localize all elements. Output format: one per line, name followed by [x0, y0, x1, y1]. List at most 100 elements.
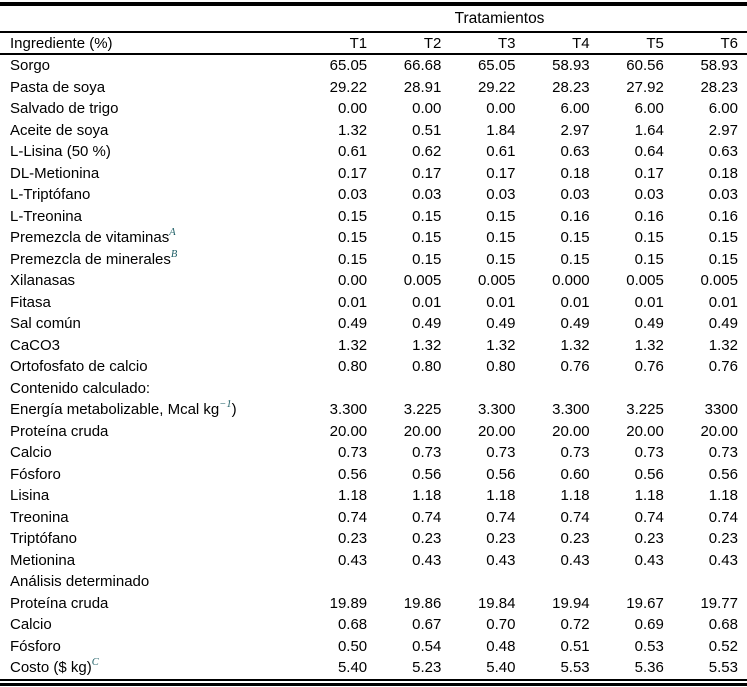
table-title-row: Tratamientos — [0, 6, 747, 31]
value-cell: 19.86 — [403, 594, 442, 612]
treatment-header-t4: T4 — [572, 34, 590, 52]
value-cell: 0.80 — [486, 358, 516, 375]
value-cell: 0.15 — [560, 250, 590, 268]
row-label-text: Xilanasas — [10, 272, 76, 289]
value-cell: 1.84 — [486, 121, 516, 139]
value-cell: 0.00 — [337, 100, 368, 117]
row-label-text: L-Triptófano — [10, 186, 91, 203]
value-cell: 5.40 — [486, 659, 516, 676]
row-label: Fitasa — [0, 292, 302, 314]
value-cell: 0.17 — [486, 164, 516, 182]
value-cell: 0.52 — [708, 637, 738, 655]
value-cell: 6.00 — [634, 100, 664, 117]
value-cell: 0.43 — [708, 551, 738, 569]
row-label: Premezcla de mineralesB — [0, 249, 302, 271]
value-cell: 0.15 — [486, 229, 516, 246]
row-label-superscript: C — [91, 657, 99, 668]
value-cell: 0.03 — [560, 186, 590, 203]
value-cell: 6.00 — [560, 100, 590, 117]
ingredient-column-header: Ingrediente (%) — [10, 34, 113, 52]
table-row: Sorgo 65.05 66.68 65.05 58.93 60.56 58.9… — [0, 55, 747, 77]
value-cell: 0.15 — [560, 229, 590, 246]
value-cell: 0.49 — [412, 315, 442, 332]
value-cell: 1.32 — [708, 336, 738, 354]
value-cell: 3.225 — [403, 401, 442, 418]
value-cell: 0.54 — [412, 637, 442, 655]
value-cell: 0.01 — [708, 293, 738, 311]
value-cell: 1.32 — [486, 336, 516, 354]
row-label-text: Calcio — [10, 616, 52, 633]
row-label-text: Fósforo — [10, 465, 61, 483]
value-cell: 0.01 — [634, 293, 664, 311]
value-cell: 0.15 — [708, 250, 738, 268]
table-row: Ortofosfato de calcio 0.80 0.80 0.80 0.7… — [0, 356, 747, 378]
treatment-header-t2: T2 — [423, 34, 442, 52]
row-label: Lisina — [0, 485, 302, 507]
table-row: DL-Metionina 0.17 0.17 0.17 0.18 0.17 0.… — [0, 163, 747, 185]
bottom-rule-gap — [0, 680, 747, 683]
row-label: Calcio — [0, 442, 302, 464]
value-cell: 0.03 — [337, 186, 368, 203]
value-cell: 1.18 — [634, 487, 664, 504]
value-cell: 0.17 — [412, 164, 442, 182]
row-label: Proteína cruda — [0, 593, 302, 615]
value-cell: 0.67 — [412, 616, 442, 633]
table-row: Xilanasas 0.00 0.005 0.005 0.000 0.005 0… — [0, 270, 747, 292]
row-label: CaCO3 — [0, 335, 302, 357]
value-cell: 20.00 — [626, 422, 664, 440]
value-cell: 0.15 — [486, 207, 516, 225]
value-cell: 28.23 — [552, 78, 590, 96]
table-row: Premezcla de mineralesB 0.15 0.15 0.15 0… — [0, 249, 747, 271]
value-cell: 0.15 — [634, 250, 664, 268]
value-cell: 20.00 — [700, 422, 738, 440]
value-cell: 0.15 — [708, 229, 738, 246]
row-label: Fósforo — [0, 464, 302, 486]
row-label: Fósforo — [0, 636, 302, 658]
value-cell: 1.18 — [708, 487, 738, 504]
value-cell: 20.00 — [403, 422, 442, 440]
value-cell: 0.74 — [560, 508, 590, 526]
value-cell: 0.56 — [486, 465, 516, 483]
row-label-text: Ortofosfato de calcio — [10, 358, 148, 375]
value-cell: 0.56 — [708, 465, 738, 483]
table-row: Triptófano 0.23 0.23 0.23 0.23 0.23 0.23 — [0, 528, 747, 550]
value-cell: 0.43 — [337, 551, 368, 569]
value-cell: 0.73 — [412, 444, 442, 461]
value-cell: 0.00 — [337, 272, 368, 289]
value-cell: 1.18 — [337, 487, 368, 504]
row-label-text: Costo ($ kg) — [10, 659, 92, 676]
row-label: Costo ($ kg)C — [0, 657, 302, 679]
row-label: Sal común — [0, 313, 302, 335]
value-cell: 0.48 — [486, 637, 516, 655]
value-cell: 0.23 — [337, 530, 368, 547]
row-label: Pasta de soya — [0, 77, 302, 99]
row-label: Análisis determinado — [0, 571, 302, 593]
value-cell: 5.40 — [337, 659, 368, 676]
value-cell: 0.62 — [412, 143, 442, 160]
value-cell: 0.51 — [560, 637, 590, 655]
row-label: DL-Metionina — [0, 163, 302, 185]
row-label-text: Metionina — [10, 551, 76, 569]
value-cell: 1.32 — [337, 121, 368, 139]
value-cell: 0.23 — [560, 530, 590, 547]
row-label-text: CaCO3 — [10, 336, 61, 354]
value-cell: 0.16 — [708, 207, 738, 225]
value-cell: 0.74 — [634, 508, 664, 526]
value-cell: 0.03 — [412, 186, 442, 203]
value-cell: 0.03 — [634, 186, 664, 203]
value-cell: 0.15 — [412, 250, 442, 268]
value-cell: 28.91 — [403, 78, 442, 96]
table-row: Premezcla de vitaminasA 0.15 0.15 0.15 0… — [0, 227, 747, 249]
row-label: Premezcla de vitaminasA — [0, 227, 302, 249]
value-cell: 0.005 — [477, 272, 516, 289]
value-cell: 0.15 — [337, 250, 368, 268]
value-cell: 0.16 — [560, 207, 590, 225]
value-cell: 0.73 — [486, 444, 516, 461]
value-cell: 5.36 — [634, 659, 664, 676]
table-row: Calcio 0.68 0.67 0.70 0.72 0.69 0.68 — [0, 614, 747, 636]
value-cell: 0.15 — [634, 229, 664, 246]
value-cell: 0.63 — [708, 143, 738, 160]
table-body: Sorgo 65.05 66.68 65.05 58.93 60.56 58.9… — [0, 55, 747, 679]
treatment-header-t5: T5 — [646, 34, 664, 52]
